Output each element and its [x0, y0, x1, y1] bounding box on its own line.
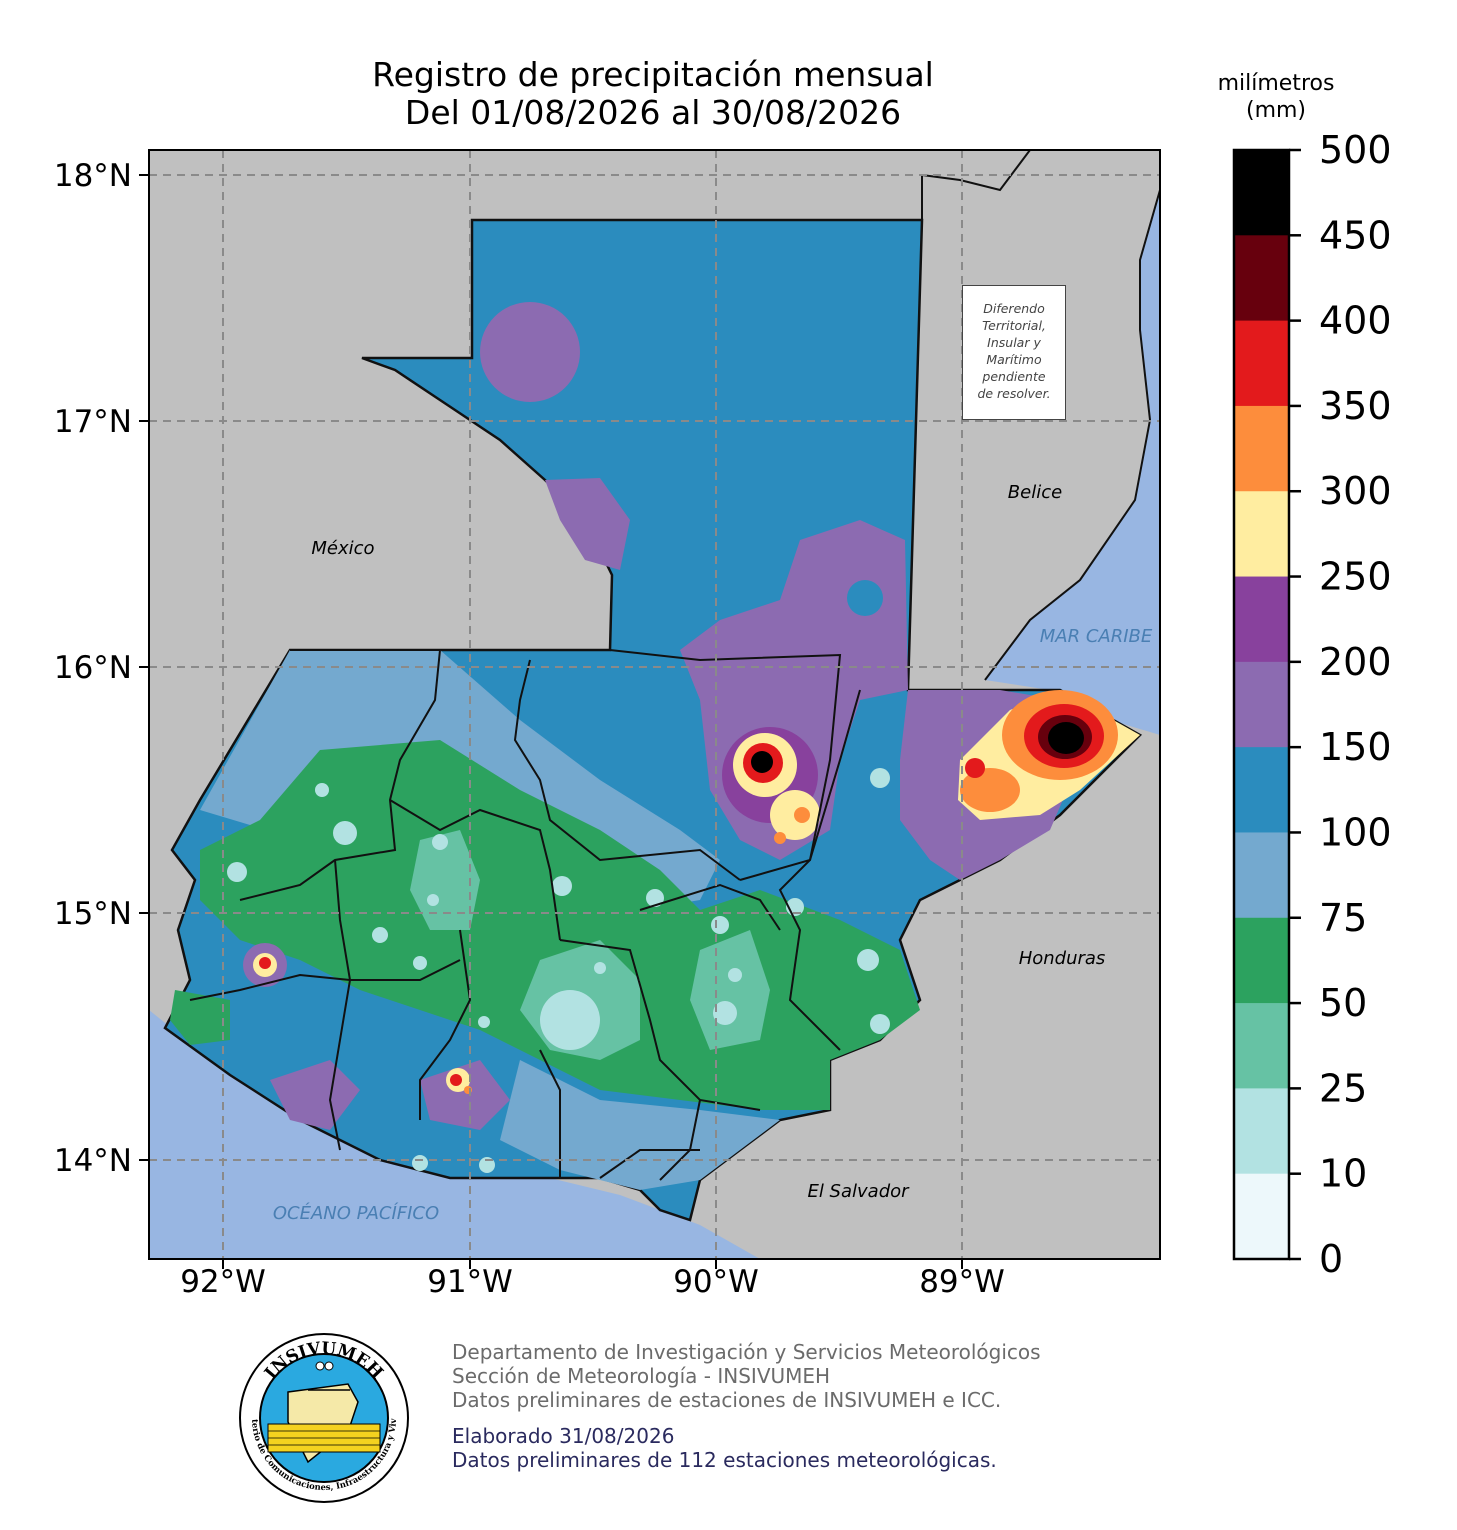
lat-label-17: 17°N: [54, 404, 132, 440]
note-line-6: de resolver.: [977, 386, 1051, 401]
territorial-dispute-note: Diferendo Territorial, Insular y Marítim…: [962, 285, 1066, 420]
footer: Departamento de Investigación y Servicio…: [452, 1340, 1041, 1472]
colorbar-segment: [1234, 491, 1289, 578]
label-pacific: OCÉANO PACÍFICO: [273, 1202, 439, 1224]
note-line-2: Territorial,: [982, 318, 1046, 333]
colorbar-tick-label: 100: [1319, 810, 1392, 854]
label-belize: Belice: [1008, 482, 1062, 503]
map-frame: [148, 149, 1161, 1260]
hotspot-border: [253, 953, 277, 977]
colorbar-tick-label: 75: [1319, 896, 1367, 940]
colorbar-segment: [1234, 832, 1289, 919]
lon-label-92: 92°W: [180, 1264, 266, 1300]
colorbar-tick-label: 10: [1319, 1152, 1367, 1196]
title-line-2: Del 01/08/2026 al 30/08/2026: [404, 93, 902, 132]
lat-label-14: 14°N: [54, 1143, 132, 1179]
lat-label-15: 15°N: [54, 896, 132, 932]
colorbar-segment: [1234, 150, 1289, 236]
precip-150-200-peten-north: [480, 302, 580, 402]
colorbar-tick-label: 200: [1319, 640, 1392, 684]
colorbar-tick-label: 500: [1319, 128, 1392, 172]
hotspot-south: [446, 1068, 472, 1094]
colorbar-tick-label: 350: [1319, 384, 1392, 428]
colorbar-tick-label: 50: [1319, 981, 1367, 1025]
map-title: Registro de precipitación mensual Del 01…: [148, 56, 1158, 132]
note-line-5: pendiente: [982, 369, 1046, 384]
note-line-3: Insular y: [987, 335, 1041, 350]
footer-line-4: Elaborado 31/08/2026: [452, 1424, 675, 1448]
colorbar-segment: [1234, 405, 1289, 492]
lon-label-91: 91°W: [427, 1264, 513, 1300]
colorbar-tick-label: 300: [1319, 469, 1392, 513]
colorbar-tick-label: 250: [1319, 555, 1392, 599]
note-line-1: Diferendo: [983, 301, 1045, 316]
map-area: México Belice Honduras El Salvador MAR C…: [149, 150, 1160, 1259]
colorbar-segment: [1234, 235, 1289, 322]
colorbar-frame: [1232, 148, 1291, 1261]
precip-blue-hole: [847, 580, 883, 616]
colorbar-segment: [1234, 1173, 1289, 1260]
colorbar-segment: [1234, 320, 1289, 407]
precip-150-200-peten-west: [545, 478, 630, 570]
axis-ticks: [139, 174, 963, 1269]
colorbar-segment: [1234, 1088, 1289, 1175]
note-line-4: Marítimo: [986, 352, 1042, 367]
lat-label-18: 18°N: [54, 158, 132, 194]
footer-line-2: Sección de Meteorología - INSIVUMEH: [452, 1364, 831, 1388]
caribbean-sea: [985, 190, 1160, 735]
precip-25-50-east: [690, 930, 770, 1050]
department-boundaries: [189, 649, 861, 1181]
colorbar-segment: [1234, 1003, 1289, 1089]
precip-50-75-coast: [170, 990, 230, 1045]
hotspot-center: [722, 727, 820, 844]
insivumeh-logo: INSIVUMEH Ministerio de Comunicaciones, …: [238, 1332, 409, 1503]
label-mexico: México: [311, 538, 374, 559]
colorbar-tick-label: 0: [1319, 1237, 1343, 1281]
lon-label-90: 90°W: [673, 1264, 759, 1300]
lon-label-89: 89°W: [919, 1264, 1005, 1300]
precip-150-200-south: [420, 1060, 510, 1130]
precip-10-25: [540, 990, 600, 1050]
precip-25-50-north: [410, 830, 480, 930]
belize-coastline: [984, 189, 1160, 681]
guatemala-precipitation: [163, 218, 1143, 1222]
colorbar-tick-label: 25: [1319, 1066, 1367, 1110]
footer-line-1: Departamento de Investigación y Servicio…: [452, 1340, 1041, 1364]
colorbar-title-line-2: (mm): [1245, 98, 1307, 123]
colorbar-tick-label: 400: [1319, 299, 1392, 343]
title-line-1: Registro de precipitación mensual: [372, 55, 934, 94]
precip-75-100-south: [500, 1060, 780, 1190]
footer-line-5: Datos preliminares de 112 estaciones met…: [452, 1448, 997, 1472]
pacific-ocean: [149, 1010, 760, 1259]
lat-label-16: 16°N: [54, 650, 132, 686]
station-low-dots: [227, 768, 890, 1173]
precip-150-200-southwest: [270, 1060, 360, 1130]
colorbar-segment: [1234, 661, 1289, 748]
colorbar-segment: [1234, 747, 1289, 833]
label-caribbean: MAR CARIBE: [1040, 626, 1153, 647]
colorbar-title: milímetros (mm): [1196, 70, 1356, 124]
hotspot-caribbean: [958, 690, 1140, 820]
colorbar-tick-label: 450: [1319, 213, 1392, 257]
colorbar-segment: [1234, 576, 1289, 663]
footer-line-3: Datos preliminares de estaciones de INSI…: [452, 1388, 1002, 1412]
belize-north-border: [921, 150, 1031, 192]
colorbar-segment: [1234, 917, 1289, 1004]
colorbar-tick-label: 150: [1319, 725, 1392, 769]
label-el-salvador: El Salvador: [807, 1181, 910, 1202]
colorbar-title-line-1: milímetros: [1217, 71, 1335, 96]
label-honduras: Honduras: [1019, 948, 1106, 969]
